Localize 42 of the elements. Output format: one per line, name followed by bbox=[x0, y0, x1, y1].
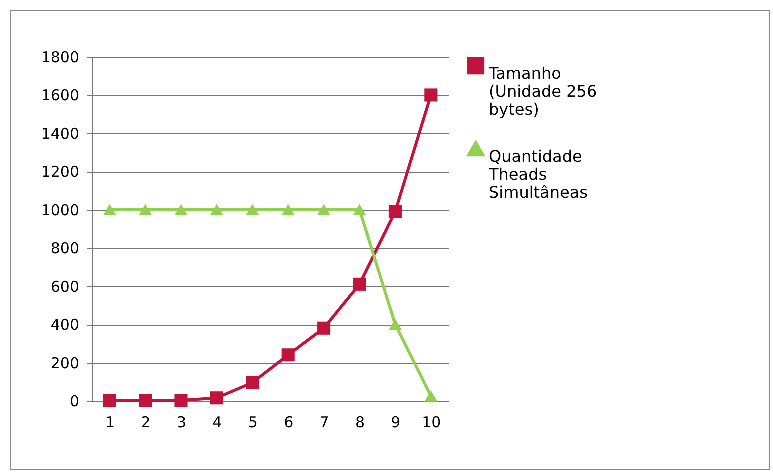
y-tick-label: 1200 bbox=[41, 163, 80, 182]
point bbox=[174, 394, 188, 408]
y-tick-label: 600 bbox=[50, 278, 80, 296]
y-tick-label: 200 bbox=[50, 354, 80, 372]
point bbox=[353, 278, 366, 291]
x-tick-label: 1 bbox=[106, 414, 116, 432]
point bbox=[246, 204, 260, 216]
point bbox=[353, 204, 366, 216]
x-tick-label: 9 bbox=[391, 414, 401, 432]
point bbox=[424, 88, 438, 102]
x-tick-label: 3 bbox=[176, 414, 187, 432]
x-tick-label: 4 bbox=[212, 414, 222, 432]
y-tick-label: 1400 bbox=[41, 124, 80, 143]
point bbox=[210, 392, 224, 405]
y-tick-label: 1000 bbox=[41, 201, 80, 220]
y-tick-label: 800 bbox=[50, 240, 80, 258]
y-tick-label: 400 bbox=[50, 316, 80, 334]
x-tick-label: 5 bbox=[248, 414, 258, 432]
point bbox=[388, 318, 402, 330]
x-tick-label: 6 bbox=[284, 414, 294, 432]
point bbox=[282, 348, 295, 362]
point bbox=[103, 204, 116, 216]
point bbox=[424, 390, 438, 402]
point bbox=[174, 204, 188, 216]
y-tick-label: 0 bbox=[70, 392, 80, 410]
x-tick-label: 2 bbox=[141, 414, 151, 432]
x-tick-label: 8 bbox=[355, 414, 366, 432]
point bbox=[246, 376, 260, 390]
y-tick-label: 1800 bbox=[41, 48, 80, 66]
point bbox=[210, 204, 224, 216]
legend-label: Tamanho (Unidade 256 bytes) bbox=[488, 64, 598, 119]
point bbox=[139, 204, 152, 216]
x-tick-label: 7 bbox=[320, 414, 330, 432]
x-tick-label: 10 bbox=[422, 414, 442, 432]
legend-label: Quantidade Theads Simultâneas bbox=[488, 147, 588, 202]
point bbox=[103, 394, 116, 408]
point bbox=[318, 204, 331, 216]
point bbox=[139, 394, 152, 408]
point bbox=[388, 205, 402, 218]
y-tick-label: 1600 bbox=[41, 86, 80, 105]
point bbox=[318, 322, 331, 335]
point bbox=[282, 204, 295, 216]
